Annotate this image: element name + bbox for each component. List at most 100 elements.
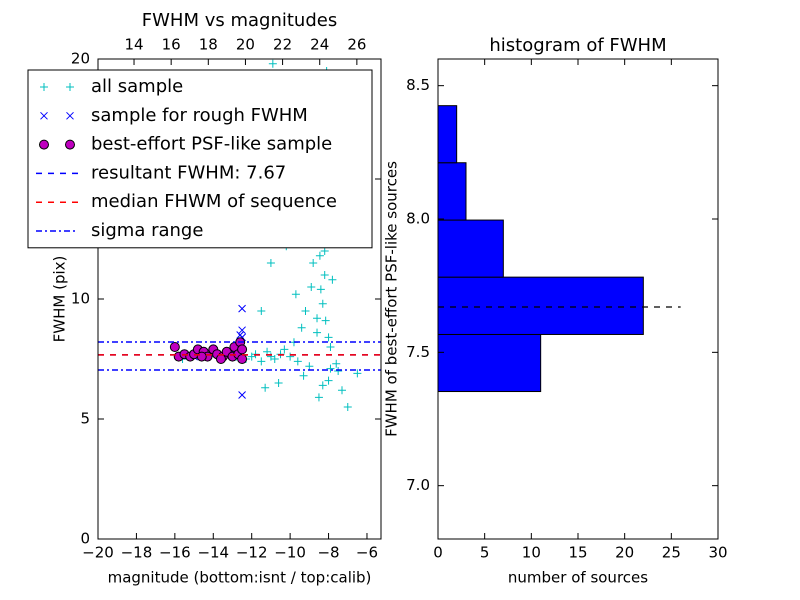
plus-marker <box>270 355 279 363</box>
plus-marker <box>320 271 329 279</box>
plot-area <box>98 59 381 411</box>
x-tick-label: 10 <box>522 544 541 562</box>
plus-marker <box>305 362 314 371</box>
plus-marker <box>320 247 329 255</box>
chart-title: histogram of FWHM <box>489 35 666 56</box>
x-tick-label: −8 <box>317 544 339 562</box>
x-tick-label: 5 <box>480 544 490 562</box>
x-tick-label: 0 <box>433 544 443 562</box>
histogram-bar <box>437 219 504 278</box>
histogram-bar <box>437 333 542 393</box>
legend-label: sigma range <box>91 220 203 241</box>
y-tick-label: 0 <box>80 530 90 548</box>
plus-marker <box>286 352 295 361</box>
x2-tick-label: 24 <box>310 36 329 54</box>
plus-marker <box>316 285 325 294</box>
chart-title: FWHM vs magnitudes <box>142 10 337 31</box>
x2-tick-label: 20 <box>236 36 255 54</box>
legend-label: all sample <box>91 76 183 97</box>
legend-marker <box>66 83 74 91</box>
plus-marker <box>313 314 322 323</box>
plus-marker <box>321 316 330 325</box>
plus-marker <box>257 307 266 315</box>
plus-marker <box>291 290 300 299</box>
plus-marker <box>268 59 277 68</box>
x-tick-label: 15 <box>568 544 587 562</box>
legend: all sample sample for rough FWHM best-effo… <box>27 69 373 249</box>
plus-marker <box>314 393 323 402</box>
plus-marker <box>274 379 283 387</box>
circle-marker <box>169 342 180 352</box>
plus-marker <box>332 359 341 368</box>
y-tick-label: 7.5 <box>406 343 430 361</box>
x-tick-label: −10 <box>274 544 306 562</box>
y-axis-label: FWHM (pix) <box>51 256 69 343</box>
x-tick-label: −6 <box>356 544 378 562</box>
plus-marker <box>328 275 337 284</box>
plus-marker <box>326 343 335 351</box>
plus-marker <box>334 367 343 375</box>
plus-marker <box>299 371 308 380</box>
plus-marker <box>318 299 327 308</box>
x-tick-label: −20 <box>82 544 114 562</box>
histogram-bar <box>437 276 644 335</box>
y-axis-label: FWHM of best-effort PSF-like sources <box>383 161 401 437</box>
legend-marker <box>66 111 74 120</box>
plus-marker <box>297 323 306 332</box>
plus-marker <box>301 307 310 315</box>
plus-marker <box>261 383 270 392</box>
histogram-bar <box>437 162 467 221</box>
legend-marker <box>39 139 49 150</box>
circle-marker <box>237 344 248 355</box>
y-tick-label: 20 <box>71 50 90 68</box>
x-tick-label: 25 <box>662 544 681 562</box>
plus-marker <box>353 369 362 378</box>
legend-label: resultant FWHM: 7.67 <box>91 162 286 183</box>
x2-tick-label: 16 <box>162 36 181 54</box>
y-tick-label: 8.5 <box>406 76 430 94</box>
x-marker <box>238 391 246 399</box>
plus-marker <box>309 259 318 267</box>
legend-label: sample for rough FWHM <box>91 105 308 126</box>
plus-marker <box>343 403 352 411</box>
plus-marker <box>337 386 346 395</box>
x2-tick-label: 14 <box>124 36 143 54</box>
plus-marker <box>324 333 333 342</box>
plus-marker <box>307 283 316 291</box>
plus-marker <box>293 357 302 366</box>
x-tick-label: −18 <box>121 544 153 562</box>
circle-marker <box>196 351 207 362</box>
x-tick-label: −14 <box>197 544 229 562</box>
legend-box <box>27 69 373 249</box>
plus-marker <box>266 259 275 267</box>
x-marker <box>236 331 245 339</box>
plus-marker <box>315 251 324 260</box>
legend-marker <box>40 111 48 120</box>
legend-marker <box>65 139 75 150</box>
x-tick-label: −12 <box>236 544 268 562</box>
histogram-bar <box>437 105 458 164</box>
x2-tick-label: 22 <box>273 36 292 54</box>
plus-marker <box>318 381 327 390</box>
x-axis-label: number of sources <box>508 569 648 587</box>
plus-marker <box>280 345 289 354</box>
circle-marker <box>237 354 248 364</box>
x-tick-label: 20 <box>615 544 634 562</box>
legend-label: best-effort PSF-like sample <box>91 134 332 155</box>
plus-marker <box>324 376 333 385</box>
plus-marker <box>257 357 266 366</box>
x-marker <box>238 304 246 313</box>
y-tick-label: 5 <box>80 410 90 428</box>
x-marker <box>238 326 246 335</box>
legend-marker <box>40 83 48 91</box>
plus-marker <box>326 364 335 373</box>
plus-marker <box>313 328 322 337</box>
legend-label: median FHWM of sequence <box>91 191 337 212</box>
circle-marker <box>215 354 226 364</box>
plot-area <box>437 105 681 393</box>
y-tick-label: 7.0 <box>406 476 430 494</box>
x-axis-label: magnitude (bottom:isnt / top:calib) <box>108 569 372 587</box>
x-tick-label: −16 <box>159 544 191 562</box>
